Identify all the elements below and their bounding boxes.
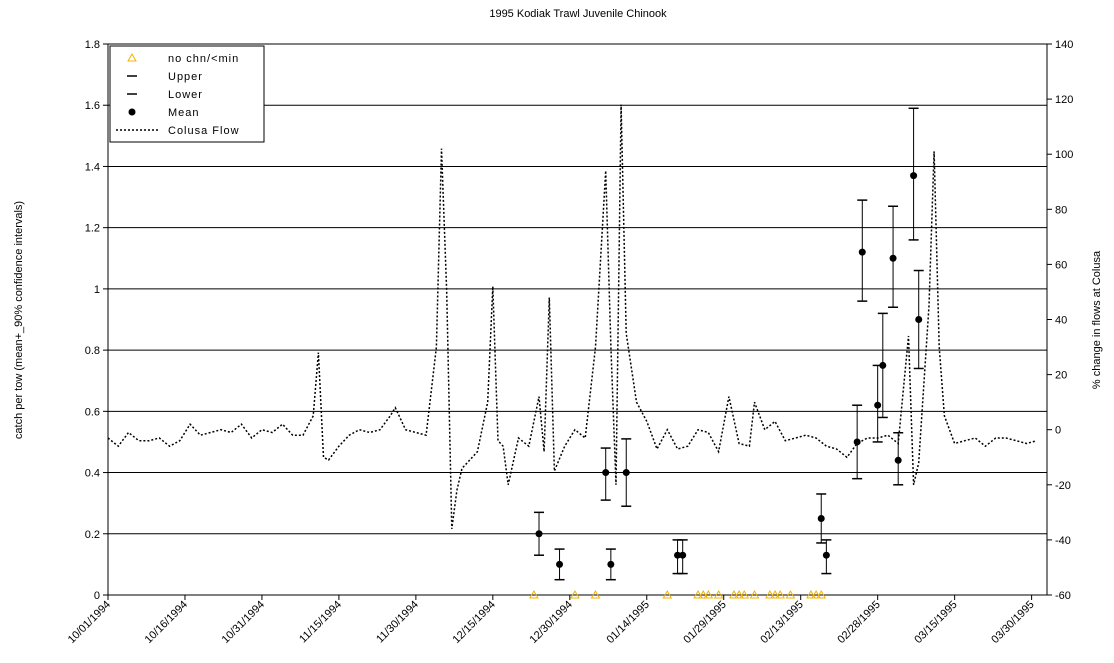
y-tick-label: 1.2 bbox=[85, 223, 100, 235]
mean-point bbox=[674, 551, 682, 559]
mean-point bbox=[889, 254, 897, 262]
y2-tick-label: 60 bbox=[1055, 259, 1067, 271]
x-tick-label: 11/15/1994 bbox=[297, 599, 344, 646]
no-catch-marker bbox=[590, 589, 601, 599]
mean-point bbox=[607, 560, 615, 568]
no-catch-marker bbox=[816, 589, 827, 599]
x-tick-label: 12/30/1994 bbox=[528, 599, 575, 646]
chart-title: 1995 Kodiak Trawl Juvenile Chinook bbox=[489, 8, 667, 20]
x-tick-label: 11/30/1994 bbox=[374, 599, 421, 646]
x-tick-label: 12/15/1994 bbox=[451, 599, 498, 646]
y-tick-label: 0.4 bbox=[85, 468, 100, 480]
legend-label: Lower bbox=[168, 89, 203, 101]
no-catch-marker bbox=[662, 589, 673, 599]
mean-point bbox=[822, 551, 830, 559]
mean-point bbox=[915, 316, 923, 323]
x-tick-label: 10/31/1994 bbox=[220, 599, 267, 646]
no-catch-marker bbox=[529, 589, 539, 599]
mean-point bbox=[556, 560, 564, 568]
mean-point bbox=[874, 401, 882, 409]
y2-axis-label: % change in flows at Colusa bbox=[1091, 250, 1103, 389]
mean-point bbox=[879, 361, 887, 369]
y-tick-label: 0.6 bbox=[85, 406, 100, 418]
no-catch-marker bbox=[729, 589, 739, 599]
mean-point bbox=[535, 530, 543, 538]
flow-line bbox=[107, 104, 1037, 529]
legend-marker bbox=[127, 52, 137, 62]
no-catch-marker bbox=[734, 589, 744, 599]
legend-label: Mean bbox=[168, 107, 200, 119]
mean-point bbox=[817, 514, 825, 522]
mean-point bbox=[853, 438, 861, 446]
y-tick-label: 1.4 bbox=[85, 161, 100, 173]
x-tick-label: 02/13/1995 bbox=[758, 599, 805, 646]
y2-tick-label: -40 bbox=[1055, 535, 1071, 547]
no-catch-marker bbox=[811, 589, 821, 599]
mean-point bbox=[622, 469, 630, 477]
y-tick-label: 1.6 bbox=[85, 100, 100, 112]
no-catch-marker bbox=[749, 589, 760, 599]
no-catch-marker bbox=[698, 589, 709, 599]
mean-point bbox=[602, 469, 610, 477]
mean-point bbox=[910, 172, 918, 180]
y-tick-label: 0 bbox=[94, 590, 100, 602]
mean-point bbox=[858, 248, 866, 256]
legend-label: Colusa Flow bbox=[168, 125, 240, 137]
no-catch-marker bbox=[739, 589, 750, 599]
no-catch-marker bbox=[570, 589, 580, 599]
mean-point bbox=[679, 551, 687, 559]
x-tick-label: 03/15/1995 bbox=[912, 599, 959, 646]
y2-tick-label: 80 bbox=[1055, 204, 1067, 216]
y2-tick-label: 120 bbox=[1055, 94, 1073, 106]
no-catch-marker bbox=[770, 589, 780, 599]
x-tick-label: 02/28/1995 bbox=[835, 599, 882, 646]
legend-marker bbox=[128, 108, 136, 116]
mean-point bbox=[894, 456, 902, 464]
x-tick-label: 10/01/1994 bbox=[66, 599, 113, 646]
y-tick-label: 0.8 bbox=[85, 345, 100, 357]
y2-tick-label: 40 bbox=[1055, 315, 1067, 327]
legend-label: Upper bbox=[168, 71, 203, 83]
y2-tick-label: -20 bbox=[1055, 480, 1071, 492]
no-catch-marker bbox=[785, 589, 796, 599]
no-catch-marker bbox=[693, 589, 703, 599]
y-tick-label: 0.2 bbox=[85, 529, 100, 541]
y2-tick-label: 100 bbox=[1055, 149, 1073, 161]
x-tick-label: 01/14/1995 bbox=[604, 599, 651, 646]
no-catch-marker bbox=[703, 589, 714, 599]
y-tick-label: 1.8 bbox=[85, 39, 100, 51]
no-catch-marker bbox=[806, 589, 816, 599]
no-catch-marker bbox=[775, 589, 786, 599]
x-tick-label: 03/30/1995 bbox=[989, 599, 1036, 646]
y2-tick-label: 140 bbox=[1055, 39, 1073, 51]
y-axis-label: catch per tow (mean+_90% confidence inte… bbox=[13, 201, 25, 439]
y2-tick-label: -60 bbox=[1055, 590, 1071, 602]
x-tick-label: 01/29/1995 bbox=[681, 599, 728, 646]
legend-label: no chn/<min bbox=[168, 53, 239, 65]
no-catch-marker bbox=[765, 589, 775, 599]
y2-tick-label: 0 bbox=[1055, 425, 1061, 437]
y2-tick-label: 20 bbox=[1055, 370, 1067, 382]
y-tick-label: 1 bbox=[94, 284, 100, 296]
x-tick-label: 10/16/1994 bbox=[143, 599, 190, 646]
no-catch-marker bbox=[713, 589, 724, 599]
